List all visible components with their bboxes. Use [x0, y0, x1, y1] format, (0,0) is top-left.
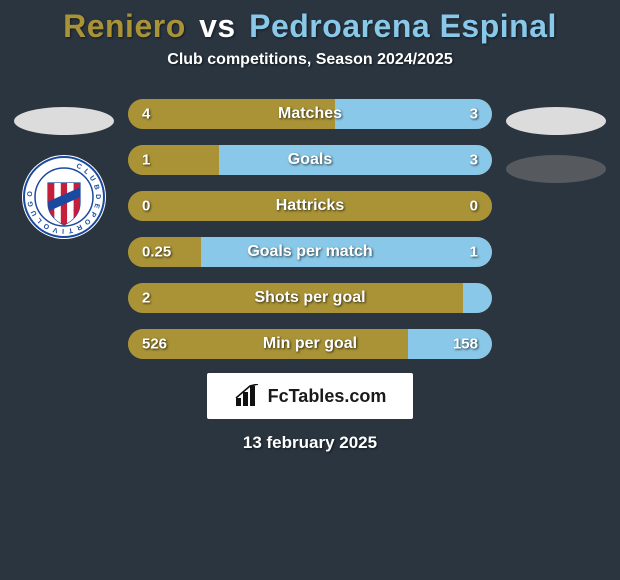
- subtitle: Club competitions, Season 2024/2025: [0, 51, 620, 69]
- stat-bar: 0.251Goals per match: [128, 237, 492, 267]
- fctables-logo-icon: [234, 384, 262, 408]
- right-placeholder-ellipse-1: [506, 107, 606, 135]
- left-side-column: C L U B D E P O R T I V O L U G O: [14, 99, 114, 239]
- title-vs: vs: [199, 8, 236, 44]
- stat-label: Goals per match: [128, 243, 492, 261]
- player1-name: Reniero: [63, 8, 186, 44]
- right-placeholder-ellipse-2: [506, 155, 606, 183]
- player2-name: Pedroarena Espinal: [249, 8, 557, 44]
- stat-bar: 43Matches: [128, 99, 492, 129]
- stat-label: Goals: [128, 151, 492, 169]
- right-side-column: [506, 99, 606, 183]
- stat-label: Hattricks: [128, 197, 492, 215]
- stat-bars-column: 43Matches 13Goals 00Hattricks 0.251Goals pe…: [128, 99, 492, 359]
- infographic-date: 13 february 2025: [0, 433, 620, 453]
- stat-bar: 526158Min per goal: [128, 329, 492, 359]
- stat-label: Matches: [128, 105, 492, 123]
- stat-label: Min per goal: [128, 335, 492, 353]
- stat-bar: 2Shots per goal: [128, 283, 492, 313]
- left-placeholder-ellipse: [14, 107, 114, 135]
- stat-label: Shots per goal: [128, 289, 492, 307]
- content-row: C L U B D E P O R T I V O L U G O: [0, 99, 620, 359]
- club-logo-lugo-icon: C L U B D E P O R T I V O L U G O: [22, 155, 106, 239]
- comparison-infographic: Reniero vs Pedroarena Espinal Club compe…: [0, 0, 620, 453]
- branding-text: FcTables.com: [268, 386, 387, 407]
- stat-bar: 00Hattricks: [128, 191, 492, 221]
- page-title: Reniero vs Pedroarena Espinal: [0, 8, 620, 45]
- left-club-logo: C L U B D E P O R T I V O L U G O: [22, 155, 106, 239]
- branding-badge: FcTables.com: [207, 373, 413, 419]
- stat-bar: 13Goals: [128, 145, 492, 175]
